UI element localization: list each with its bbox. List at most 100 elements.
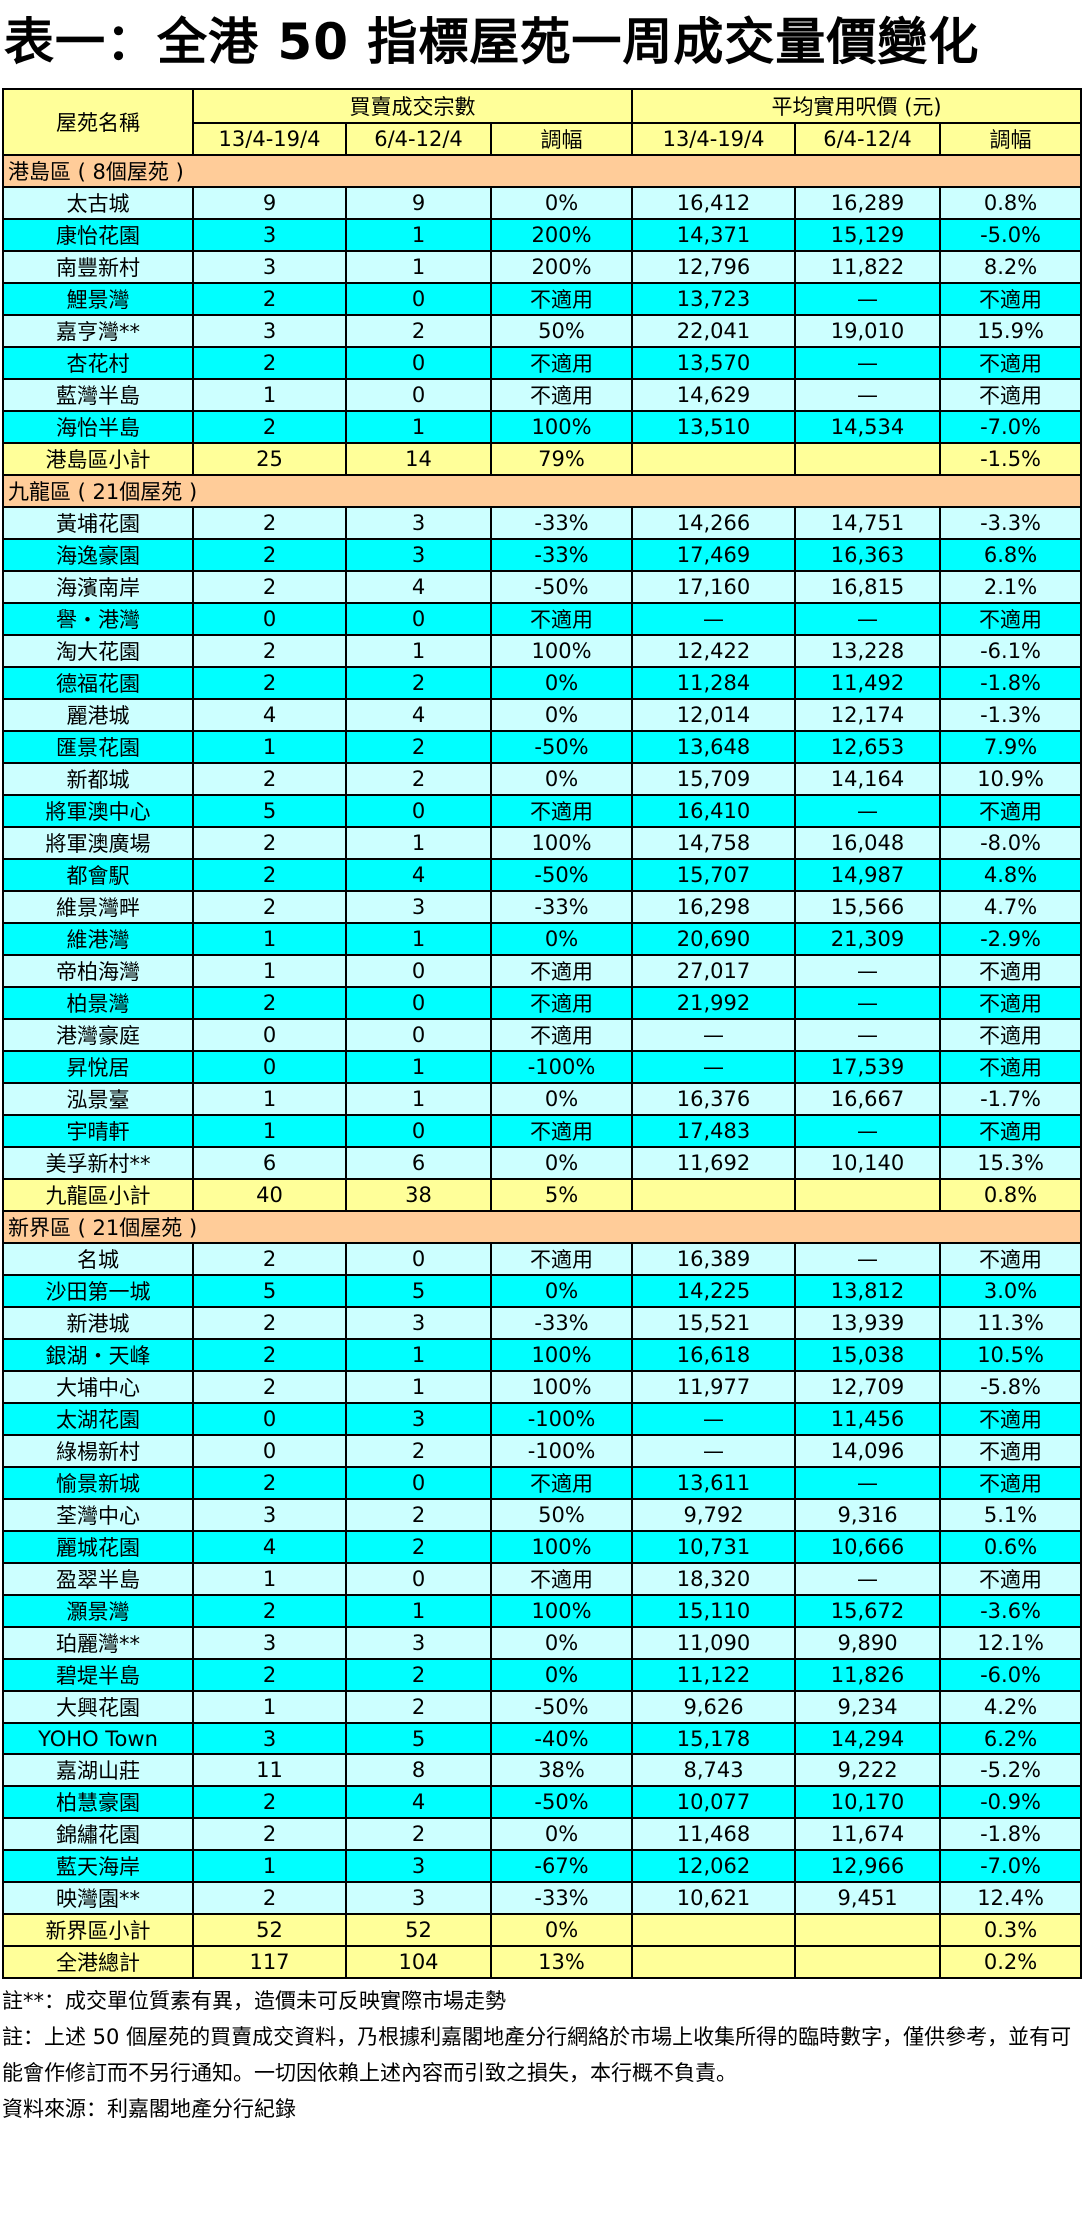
table-row: 昇悅居 0 1 -100% —17,539 不適用 [2, 1050, 1082, 1084]
price-this-week-cell: 14,371 [631, 218, 797, 252]
volume-last-week-cell: 3 [345, 538, 492, 572]
estate-name-cell: 譽・港灣 [2, 602, 194, 636]
price-this-week-cell: 16,412 [631, 186, 797, 220]
price-last-week-cell: 14,534 [794, 410, 942, 444]
volume-last-week-cell: 1 [345, 1050, 492, 1084]
header-price-group: 平均實用呎價 (元) [631, 88, 1082, 124]
volume-this-week-cell: 2 [192, 762, 347, 796]
table-row: 大埔中心 2 1 100% 11,977 12,709 -5.8% [2, 1370, 1082, 1404]
estate-name-cell: 黃埔花園 [2, 506, 194, 540]
table-row: 映灣園** 2 3 -33% 10,621 9,451 12.4% [2, 1881, 1082, 1915]
price-this-week-cell: 9,792 [631, 1498, 797, 1532]
volume-change-cell: -67% [489, 1849, 634, 1883]
volume-change-cell: -100% [489, 1050, 634, 1084]
volume-this-week-cell: 25 [192, 442, 347, 476]
volume-change-cell: 不適用 [489, 1242, 634, 1276]
estate-name-cell: YOHO Town [2, 1722, 194, 1755]
table-row: 太湖花園 0 3 -100% —11,456 不適用 [2, 1402, 1082, 1436]
price-last-week-cell [794, 1913, 942, 1947]
volume-change-cell: 0% [489, 666, 634, 700]
volume-last-week-cell: 0 [345, 954, 492, 988]
price-this-week-cell: 13,723 [631, 282, 797, 316]
estate-name-cell: 珀麗灣** [2, 1626, 194, 1660]
price-change-cell: 0.2% [939, 1945, 1082, 1979]
price-this-week-cell: 16,389 [631, 1242, 797, 1276]
estate-name-cell: 美孚新村** [2, 1146, 194, 1180]
price-change-cell: 2.1% [939, 570, 1082, 604]
volume-change-cell: 100% [489, 634, 634, 668]
price-last-week-cell [794, 1945, 942, 1979]
volume-change-cell: 不適用 [489, 1466, 634, 1500]
price-change-cell: 8.2% [939, 250, 1082, 284]
table-row: 匯景花園 1 2 -50% 13,648 12,653 7.9% [2, 730, 1082, 764]
estate-name-cell: 都會駅 [2, 858, 194, 892]
price-change-cell: -1.7% [939, 1082, 1082, 1116]
volume-change-cell: 0% [489, 1626, 634, 1660]
price-change-cell: 15.3% [939, 1146, 1082, 1180]
table-row: 柏景灣 2 0 不適用 21,992— 不適用 [2, 986, 1082, 1020]
price-this-week-cell: 15,709 [631, 762, 797, 796]
volume-change-cell: 不適用 [489, 1018, 634, 1052]
price-last-week-cell: — [794, 986, 942, 1020]
price-last-week-cell: — [794, 1018, 942, 1052]
volume-last-week-cell: 1 [345, 634, 492, 668]
estate-name-cell: 杏花村 [2, 346, 194, 380]
header-price-last-week: 6/4-12/4 [794, 122, 942, 156]
volume-change-cell: -50% [489, 858, 634, 892]
price-this-week-cell: 11,468 [631, 1817, 797, 1851]
estate-name-cell: 盈翠半島 [2, 1562, 194, 1596]
volume-this-week-cell: 2 [192, 1817, 347, 1851]
volume-this-week-cell: 0 [192, 1050, 347, 1084]
volume-last-week-cell: 2 [345, 1690, 492, 1724]
volume-last-week-cell: 0 [345, 282, 492, 316]
volume-this-week-cell: 2 [192, 1658, 347, 1692]
price-this-week-cell [631, 1913, 797, 1947]
price-last-week-cell: 15,566 [794, 890, 942, 924]
estate-name-cell: 康怡花園 [2, 218, 194, 252]
estate-name-cell: 淘大花園 [2, 634, 194, 668]
estate-name-cell: 全港總計 [2, 1945, 194, 1979]
price-last-week-cell [794, 442, 942, 476]
table-row: 銀湖・天峰 2 1 100% 16,618 15,038 10.5% [2, 1338, 1082, 1372]
table-row: 珀麗灣** 3 3 0% 11,090 9,890 12.1% [2, 1626, 1082, 1660]
header-estate-name: 屋苑名稱 [2, 88, 194, 156]
price-last-week-cell: 15,129 [794, 218, 942, 252]
estate-name-cell: 綠楊新村 [2, 1434, 194, 1468]
volume-change-cell: -100% [489, 1402, 634, 1436]
estate-name-cell: 沙田第一城 [2, 1274, 194, 1308]
price-last-week-cell: 9,451 [794, 1881, 942, 1915]
volume-last-week-cell: 9 [345, 186, 492, 220]
volume-change-cell: 5% [489, 1178, 634, 1212]
estate-name-cell: 新界區小計 [2, 1913, 194, 1947]
volume-change-cell: -50% [489, 570, 634, 604]
price-change-cell: 不適用 [939, 1562, 1082, 1596]
volume-change-cell: 0% [489, 1274, 634, 1308]
price-change-cell: 不適用 [939, 1050, 1082, 1084]
price-last-week-cell: 17,539 [794, 1050, 942, 1084]
price-change-cell: 3.0% [939, 1274, 1082, 1308]
price-last-week-cell: — [794, 1242, 942, 1276]
table-row: 海逸豪園 2 3 -33% 17,469 16,363 6.8% [2, 538, 1082, 572]
section-label: 九龍區 ( 21個屋苑 ) [1, 474, 1082, 508]
volume-last-week-cell: 0 [345, 986, 492, 1020]
volume-this-week-cell: 3 [192, 1498, 347, 1532]
price-last-week-cell: — [794, 346, 942, 380]
section-header-row: 港島區 ( 8個屋苑 ) [1, 154, 1082, 188]
volume-change-cell: 0% [489, 1146, 634, 1180]
estate-name-cell: 映灣園** [2, 1881, 194, 1915]
volume-last-week-cell: 6 [345, 1146, 492, 1180]
volume-this-week-cell: 2 [192, 1242, 347, 1276]
table-row: 鯉景灣 2 0 不適用 13,723— 不適用 [2, 282, 1082, 316]
volume-last-week-cell: 0 [345, 1018, 492, 1052]
section-header-row: 九龍區 ( 21個屋苑 ) [1, 474, 1082, 508]
volume-change-cell: -33% [489, 506, 634, 540]
volume-change-cell: 50% [489, 314, 634, 348]
volume-last-week-cell: 1 [345, 250, 492, 284]
estate-name-cell: 德福花園 [2, 666, 194, 700]
price-this-week-cell: 27,017 [631, 954, 797, 988]
price-last-week-cell: 12,653 [794, 730, 942, 764]
volume-change-cell: -33% [489, 890, 634, 924]
volume-this-week-cell: 0 [192, 1402, 347, 1436]
price-change-cell: 12.1% [939, 1626, 1082, 1660]
volume-this-week-cell: 3 [192, 314, 347, 348]
